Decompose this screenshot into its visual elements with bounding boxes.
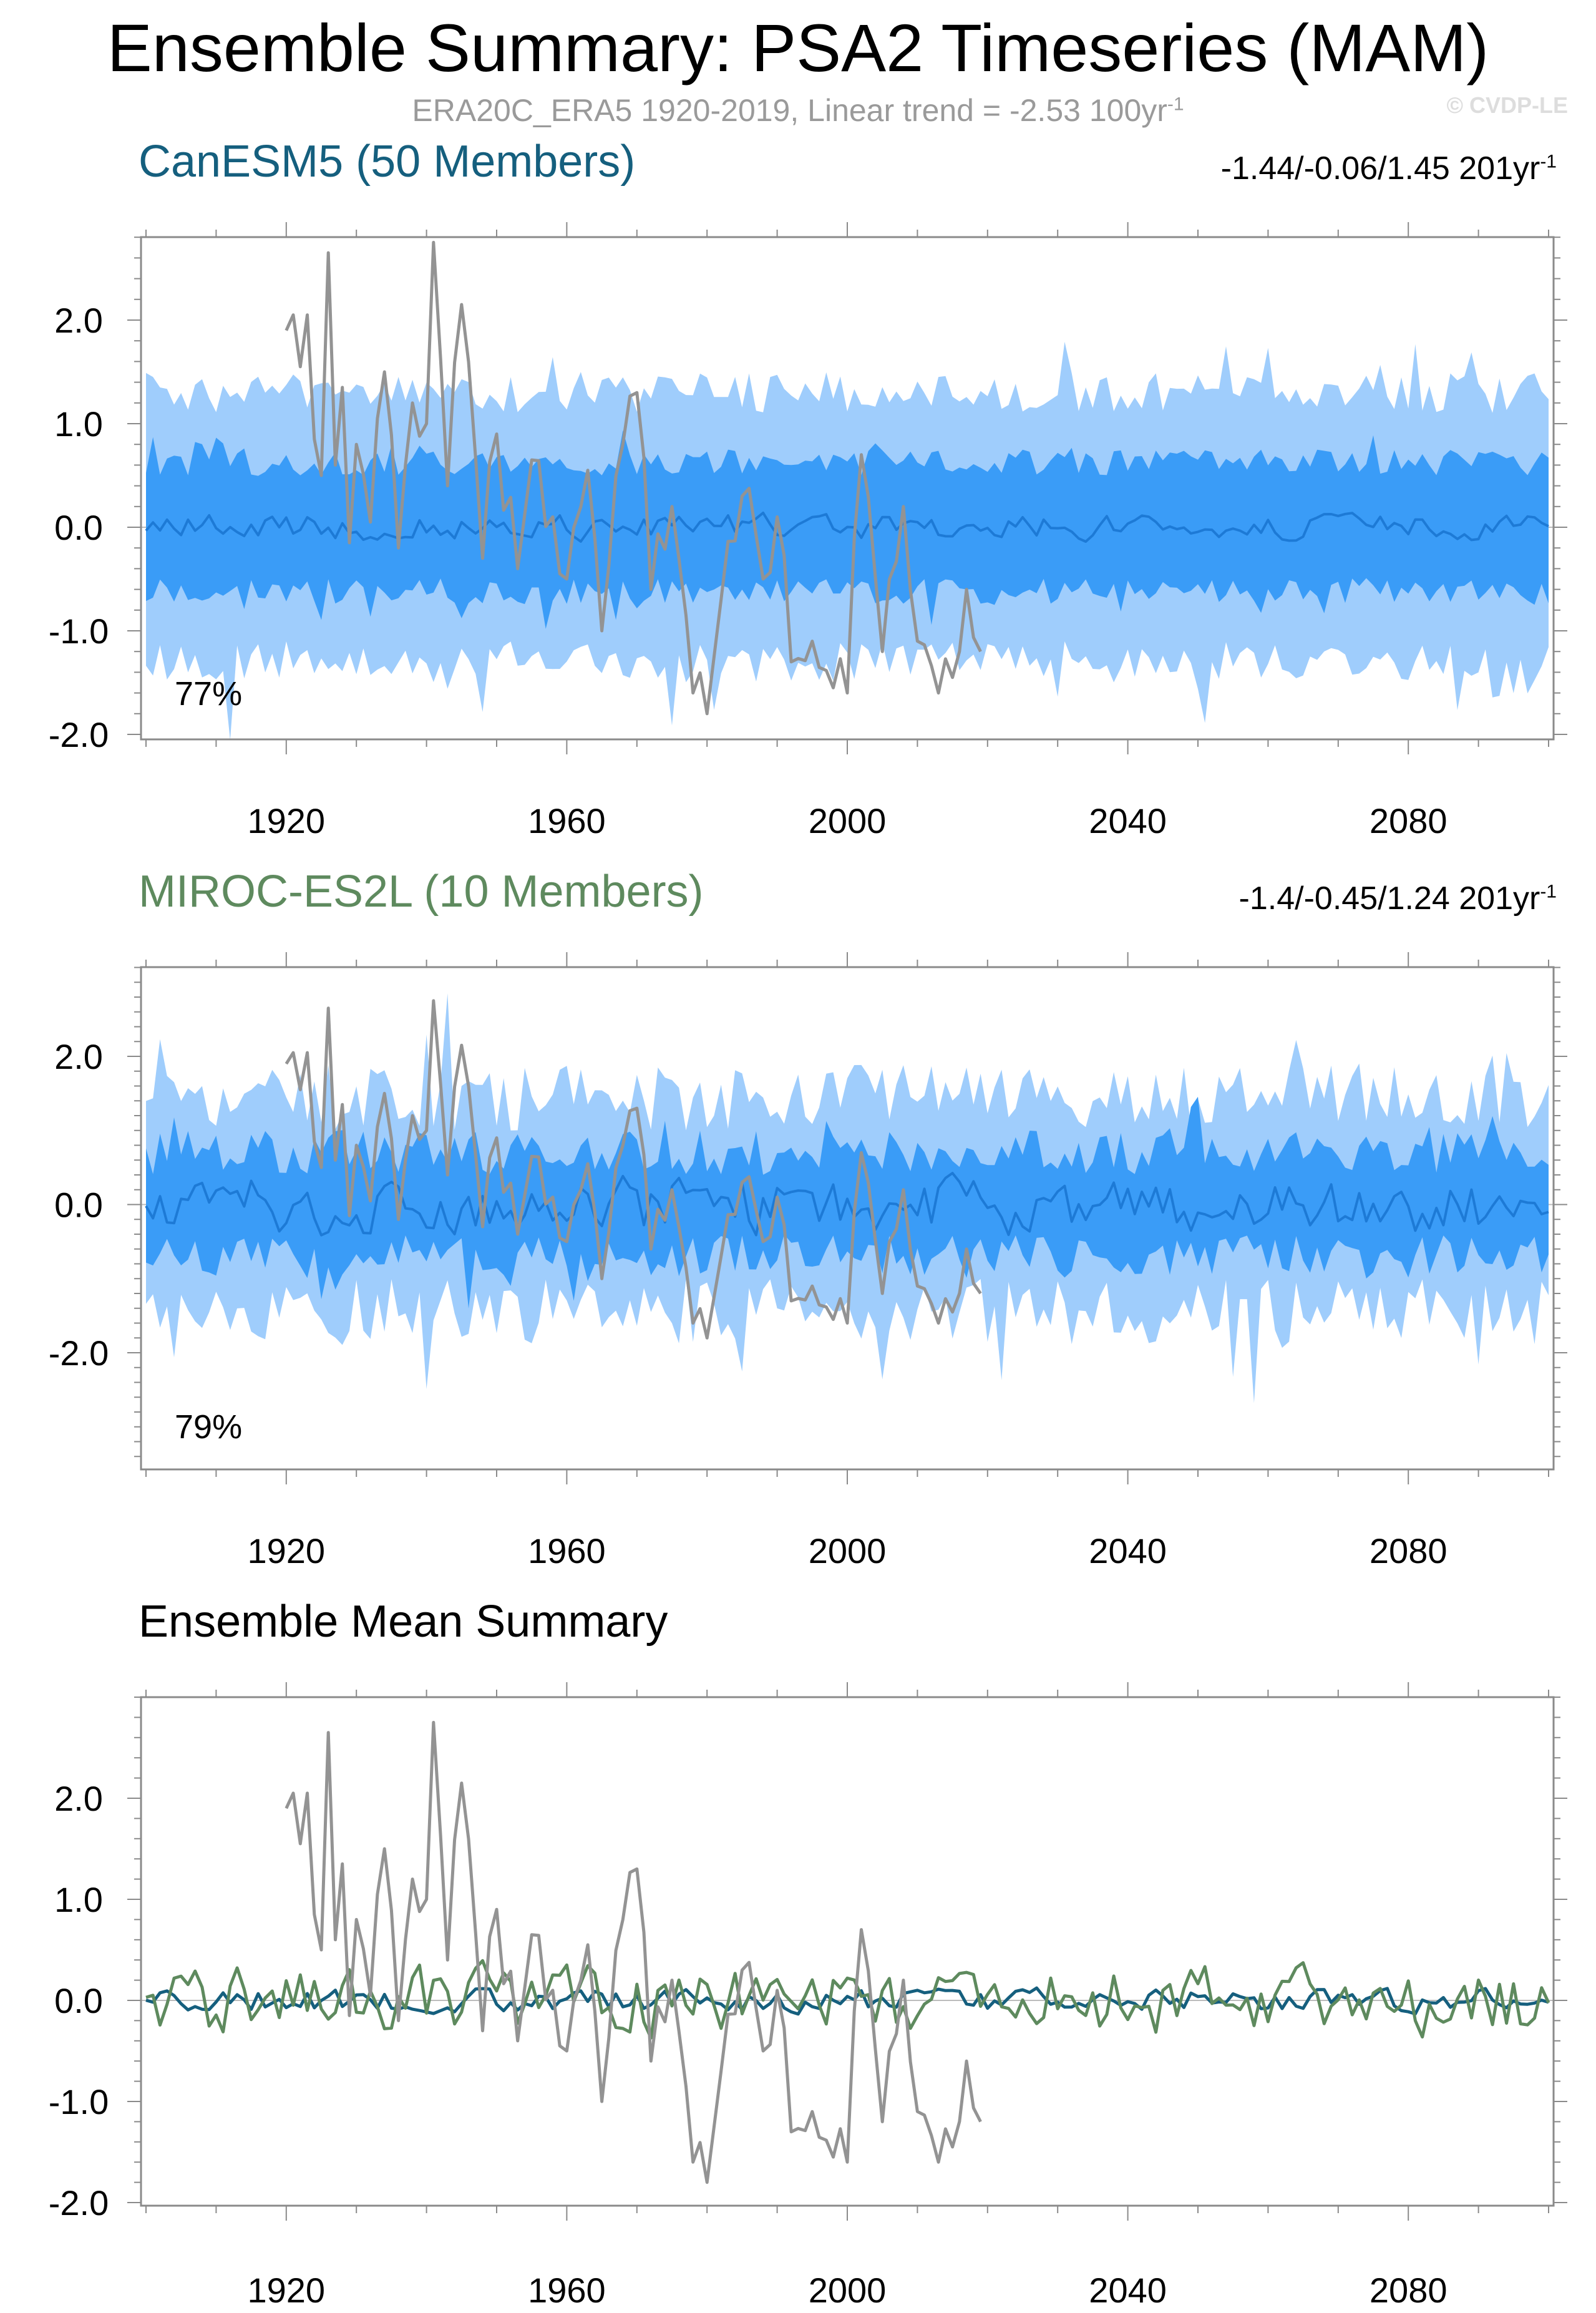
y-tick-label: 1.0 (54, 1880, 103, 1919)
plot-area (141, 1721, 1554, 2184)
y-tick-label: -2.0 (49, 715, 109, 754)
x-tick-label: 2080 (1370, 1531, 1448, 1570)
x-tick-label: 1920 (248, 801, 326, 840)
y-tick-label: 2.0 (54, 301, 103, 340)
x-tick-label: 2080 (1370, 2271, 1448, 2310)
x-tick-label: 1920 (248, 2271, 326, 2310)
series-line-observed (285, 1721, 982, 2184)
x-tick-label: 2000 (809, 1531, 887, 1570)
x-tick-label: 2000 (809, 2271, 887, 2310)
x-tick-label: 2080 (1370, 801, 1448, 840)
series-line-2 (145, 1172, 1549, 1237)
miroc-trend-text: -1.4/-0.45/1.24 201yr (1238, 880, 1540, 917)
y-tick-label: -2.0 (49, 1333, 109, 1373)
ensemble-mean-title: Ensemble Mean Summary (139, 1597, 668, 1647)
plot-area (141, 241, 1554, 739)
main-title: Ensemble Summary: PSA2 Timeseries (MAM) (107, 10, 1489, 85)
canesm5-title: CanESM5 (50 Members) (139, 137, 636, 187)
y-tick-label: 0.0 (54, 508, 103, 547)
series-line-1 (145, 1959, 1550, 2040)
y-tick-label: 2.0 (54, 1037, 103, 1076)
x-tick-label: 2040 (1089, 1531, 1167, 1570)
canesm5-trend: -1.44/-0.06/1.45 201yr-1 (1221, 150, 1557, 187)
ensemble-mean-panel: 2.0 1.0 0.0 -1.0 -2.0 1920 1960 2000 2040 2080 (49, 1682, 1567, 2310)
y-tick-label: -1.0 (49, 2082, 109, 2121)
plot-area (141, 993, 1554, 1403)
canesm5-trend-sup: -1 (1540, 151, 1557, 172)
y-tick-label: 1.0 (54, 404, 103, 444)
y-tick-label: 0.0 (54, 1981, 103, 2020)
x-tick-label: 1960 (528, 2271, 606, 2310)
x-tick-label: 1960 (528, 801, 606, 840)
miroc-trend-sup: -1 (1540, 881, 1557, 902)
x-tick-label: 1960 (528, 1531, 606, 1570)
y-tick-label: 2.0 (54, 1779, 103, 1818)
canesm5-trend-text: -1.44/-0.06/1.45 201yr (1220, 150, 1540, 187)
series-band-inner (146, 430, 1549, 629)
series-line-observed (285, 999, 982, 1340)
series-line-2 (145, 511, 1549, 543)
subtitle: ERA20C_ERA5 1920-2019, Linear trend = -2… (0, 92, 1596, 129)
x-tick-label: 2000 (809, 801, 887, 840)
credit-watermark: © CVDP-LE (1446, 92, 1568, 118)
miroc-title: MIROC-ES2L (10 Members) (139, 867, 704, 917)
percent-label: 77% (175, 675, 242, 713)
subtitle-sup: -1 (1167, 94, 1184, 115)
miroc-panel: 2.0 0.0 -2.0 1920 1960 2000 2040 2080 79% (49, 952, 1567, 1570)
y-tick-label: -1.0 (49, 611, 109, 651)
x-tick-label: 1920 (248, 1531, 326, 1570)
subtitle-text: ERA20C_ERA5 1920-2019, Linear trend = -2… (412, 93, 1167, 128)
canesm5-panel: 2.0 1.0 0.0 -1.0 -2.0 1920 1960 2000 2040 2080 77% (49, 222, 1567, 840)
miroc-trend: -1.4/-0.45/1.24 201yr-1 (1239, 880, 1557, 917)
y-tick-label: -2.0 (49, 2183, 109, 2223)
series-line-observed (285, 241, 982, 716)
percent-label: 79% (175, 1408, 242, 1446)
x-tick-label: 2040 (1089, 801, 1167, 840)
y-tick-label: 0.0 (54, 1186, 103, 1225)
x-tick-label: 2040 (1089, 2271, 1167, 2310)
